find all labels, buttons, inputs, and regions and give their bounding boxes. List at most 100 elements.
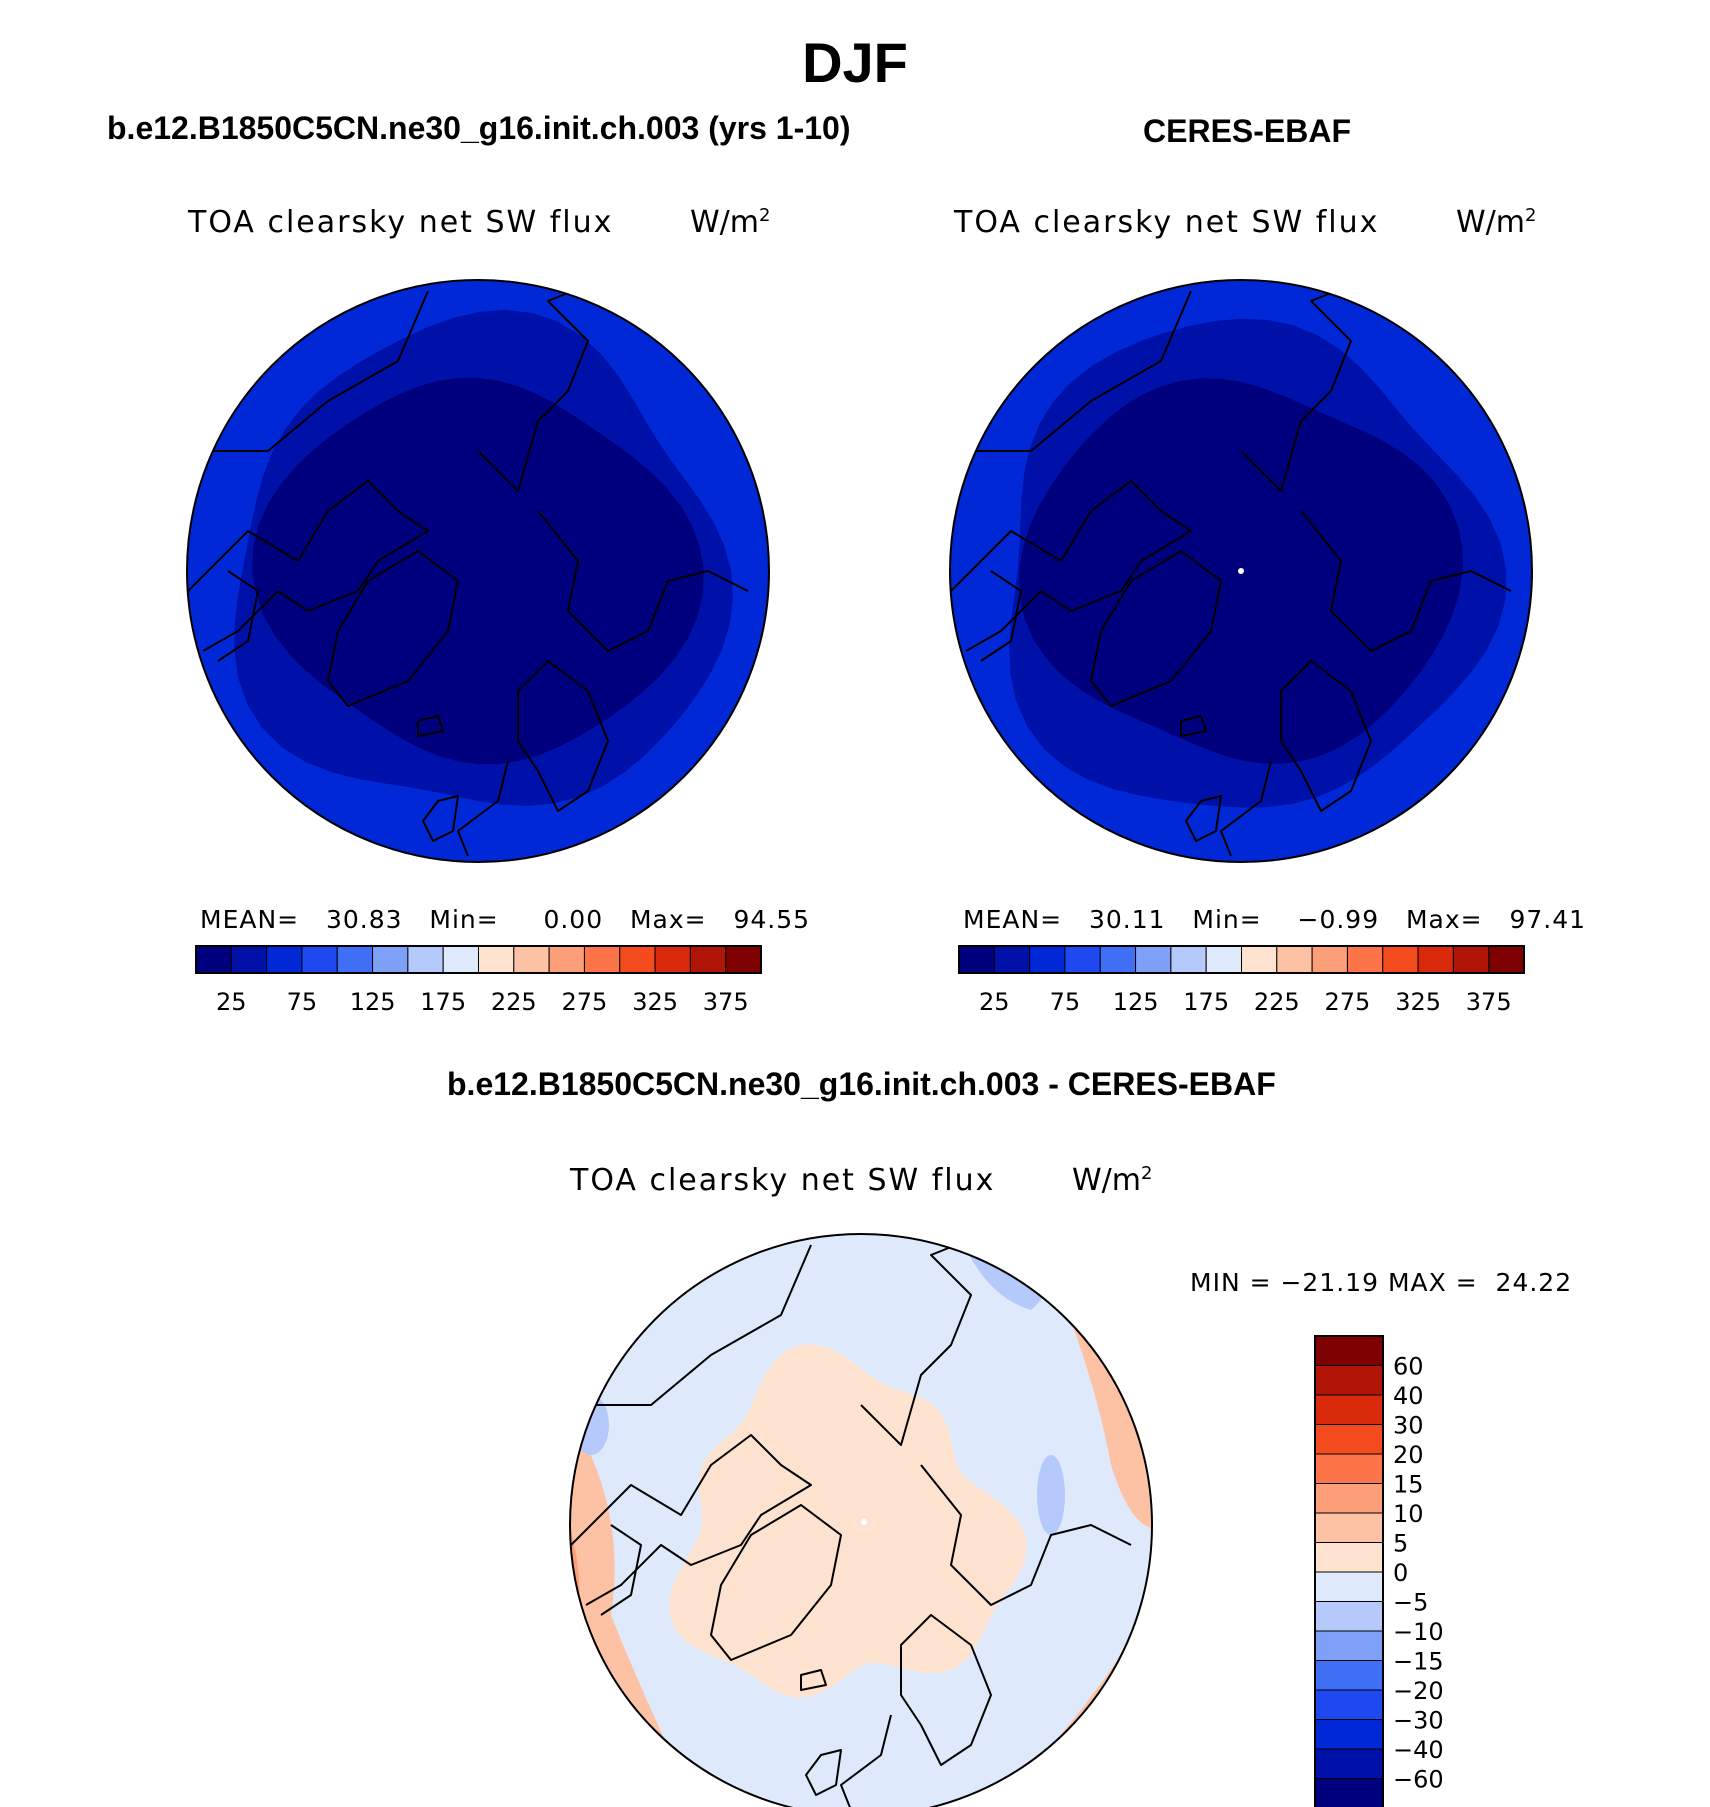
panel-1-colorbar-tick-label: 325	[632, 988, 678, 1016]
panel-2-colorbar-tick-label: 125	[1113, 988, 1159, 1016]
panel-2-coastline	[971, 290, 1192, 452]
panel-1-colorbar-box	[442, 945, 480, 974]
panel-2-colorbar-tick-label: 325	[1395, 988, 1441, 1016]
panel-1-coastline	[477, 280, 599, 492]
panel-3-coastline	[900, 1614, 992, 1766]
panel-2-colorbar-tick-label: 275	[1324, 988, 1370, 1016]
panel-2-colorbar-box	[1311, 945, 1348, 974]
panel-2-coastline	[1280, 660, 1372, 812]
panel-3-colorbar-box	[1314, 1689, 1384, 1720]
panel-1-coastline	[517, 660, 609, 812]
panel-2-colorbar-box	[1064, 945, 1101, 974]
panel-3-colorbar-tick-label: 15	[1393, 1471, 1424, 1499]
panel-1-colorbar-box	[195, 945, 232, 974]
panel-1-coastline	[422, 795, 459, 842]
panel-3-colorbar-tick-label: 0	[1393, 1559, 1408, 1587]
panel-2-coastline	[1300, 510, 1512, 652]
panel-2-colorbar-tick-label: 75	[1050, 988, 1081, 1016]
panel-3-colorbar-box	[1314, 1394, 1384, 1425]
panel-2-pole-marker	[1238, 568, 1244, 574]
panel-3-colorbar-tick-label: 40	[1393, 1382, 1424, 1410]
panel-3-colorbar-tick-label: −40	[1393, 1736, 1444, 1764]
panel-3-coastline	[570, 1434, 812, 1606]
panel-1-coastline	[417, 715, 444, 737]
panel-3-zone-central-arctic	[669, 1343, 1027, 1698]
panel-1-colorbar-tick-label: 75	[287, 988, 318, 1016]
panel-2-colorbar-tick-label: 175	[1183, 988, 1229, 1016]
panel-1-colorbar-box	[478, 945, 515, 974]
panel-2-coastline	[1090, 550, 1222, 707]
panel-3-colorbar-box	[1314, 1542, 1384, 1573]
panel-3-colorbar-tick-label: 20	[1393, 1441, 1424, 1469]
panel-1-colorbar-box	[548, 945, 585, 974]
panel-2-colorbar-box	[1099, 945, 1137, 974]
panel-3-coastline	[920, 1464, 1132, 1606]
panel-1-band-inner	[252, 377, 704, 765]
panel-2-colorbar-tick-label: 225	[1254, 988, 1300, 1016]
panel-3-zone-patch-east	[1037, 1455, 1065, 1535]
panel-1-colorbar-tick-label: 125	[350, 988, 396, 1016]
panel-3-pole-marker	[861, 1519, 867, 1525]
panel-1-map-border	[186, 279, 770, 863]
panel-2-map-border	[949, 279, 1533, 863]
panel-1-colorbar-box	[266, 945, 303, 974]
panel-3-colorbar-box	[1314, 1335, 1384, 1366]
panel-2-coastline	[950, 480, 1192, 652]
panel-2-coastline	[1240, 280, 1362, 492]
panel-1-colorbar-box	[407, 945, 444, 974]
panel-3-colorbar-tick-label: 5	[1393, 1530, 1408, 1558]
panel-2-coastline	[1220, 760, 1272, 857]
panel-3-colorbar-box	[1314, 1778, 1384, 1807]
panel-1-colorbar-box	[336, 945, 374, 974]
panel-2-colorbar-box	[1170, 945, 1207, 974]
panel-3-colorbar-tick-label: −30	[1393, 1707, 1444, 1735]
panel-1-colorbar-box	[725, 945, 762, 974]
panel-1-title: b.e12.B1850C5CN.ne30_g16.init.ch.003 (yr…	[107, 110, 851, 146]
panel-3-colorbar-box	[1314, 1365, 1384, 1396]
panel-2-title: CERES-EBAF	[1143, 113, 1352, 149]
panel-3-colorbar-tick-label: −15	[1393, 1648, 1444, 1676]
panel-1-colorbar-box	[513, 945, 550, 974]
panel-3-coastline	[800, 1669, 827, 1691]
panel-2-colorbar-box	[1346, 945, 1384, 974]
panel-1-colorbar-box	[654, 945, 691, 974]
panel-3-colorbar-frame	[1314, 1335, 1384, 1807]
panel-3-colorbar-box	[1314, 1601, 1384, 1632]
panel-1-field	[187, 280, 769, 862]
panel-3-map-border	[569, 1233, 1153, 1807]
panel-2-colorbar-frame	[958, 945, 1525, 974]
panel-3-colorbar-box	[1314, 1571, 1384, 1602]
panel-2-colorbar-box	[1276, 945, 1313, 974]
panel-3-coastline	[600, 1524, 642, 1616]
panel-3-colorbar-tick-label: −60	[1393, 1766, 1444, 1794]
panel-3-units: W/m2	[1072, 1163, 1153, 1198]
panel-1-coastline	[187, 480, 429, 652]
panel-3-stats: MIN = −21.19 MAX = 24.22	[1190, 1268, 1573, 1297]
panel-1-colorbar-box	[372, 945, 409, 974]
panel-1-coastline	[208, 290, 429, 452]
panel-3-colorbar-box	[1314, 1424, 1384, 1455]
panel-3-colorbar-box	[1314, 1660, 1384, 1691]
panel-1-units: W/m2	[690, 205, 771, 240]
panel-3-colorbar-tick-label: 10	[1393, 1500, 1424, 1528]
panel-2-coastline	[1185, 795, 1222, 842]
panel-3-coastline	[840, 1714, 892, 1807]
panel-2-colorbar-box	[1488, 945, 1525, 974]
panel-2-colorbar-box	[1382, 945, 1419, 974]
panel-1-colorbar-tick-label: 375	[703, 988, 749, 1016]
panel-1-colorbar-tick-label: 25	[216, 988, 247, 1016]
panel-1-coastline	[327, 550, 459, 707]
panel-3-coastline	[591, 1244, 812, 1406]
panel-1-stats: MEAN= 30.83 Min= 0.00 Max= 94.55	[200, 905, 811, 934]
panel-2-units: W/m2	[1456, 205, 1537, 240]
panel-3-coastline	[805, 1749, 842, 1796]
panel-1-colorbar-box	[230, 945, 268, 974]
panel-1-coastline	[457, 760, 509, 857]
panel-1-colorbar-tick-label: 275	[561, 988, 607, 1016]
panel-3-coastline	[710, 1504, 842, 1661]
panel-1-colorbar-tick-label: 175	[420, 988, 466, 1016]
panel-2-coastline	[1180, 715, 1207, 737]
panel-2-colorbar-tick-label: 375	[1466, 988, 1512, 1016]
panel-2-colorbar-box	[993, 945, 1031, 974]
